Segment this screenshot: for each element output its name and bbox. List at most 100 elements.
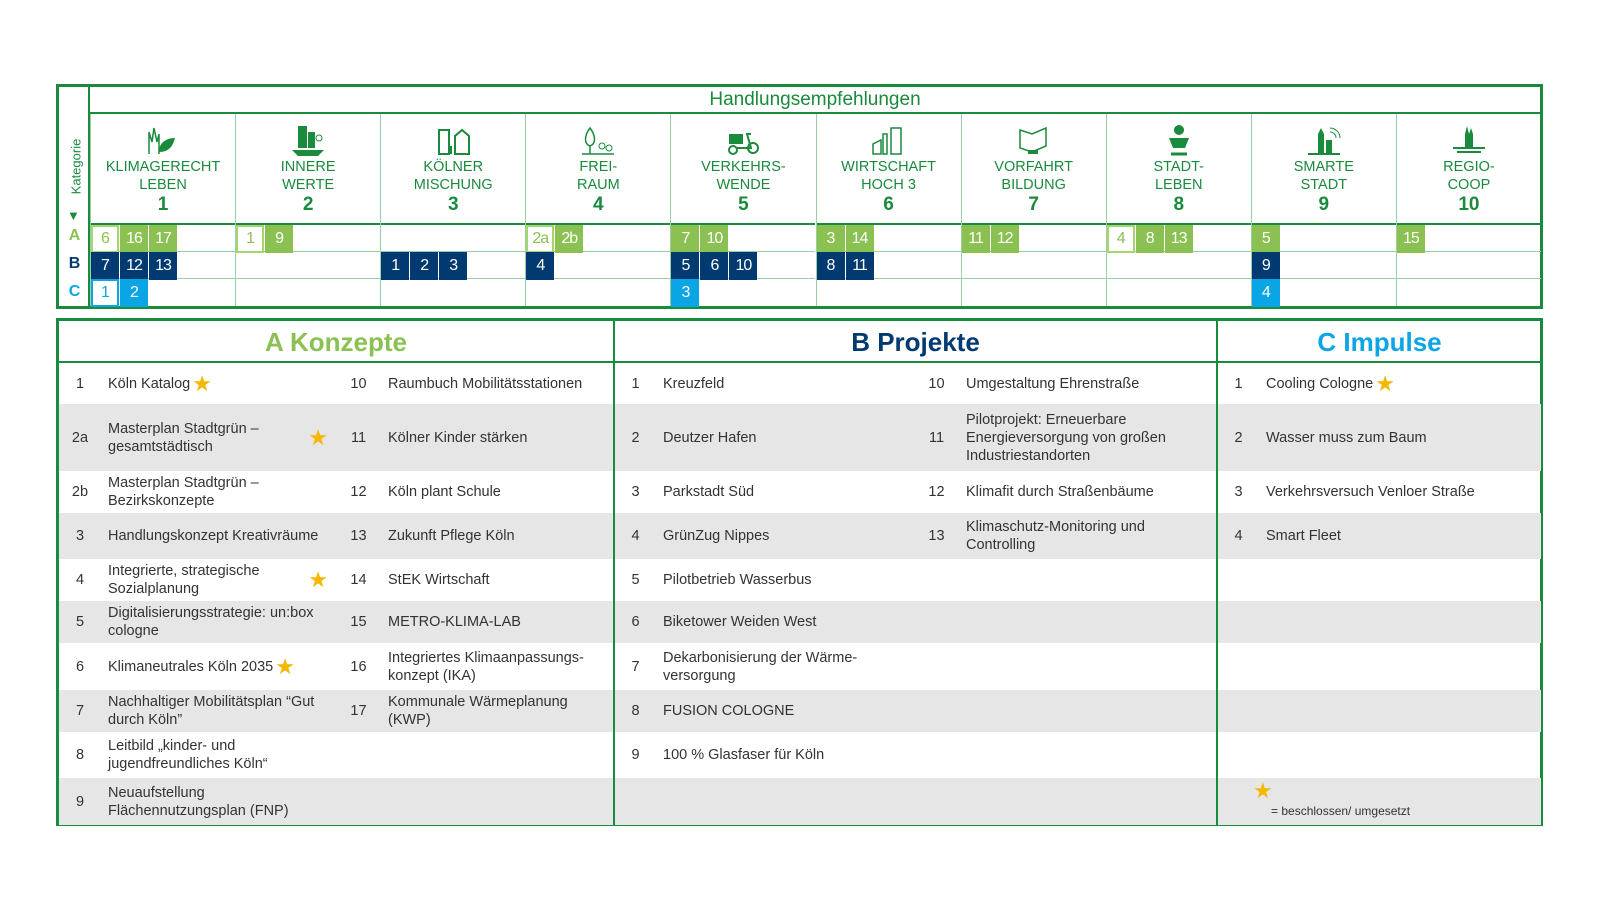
column-number: 10 <box>1458 194 1480 215</box>
measure-badge[interactable]: 9 <box>1251 252 1280 280</box>
measure-badge[interactable]: 4 <box>526 252 555 280</box>
measure-badge[interactable]: 6 <box>91 225 119 253</box>
star-icon: ★ <box>192 370 212 396</box>
row-label-b: B <box>68 255 81 272</box>
arrow-down-icon: ▼ <box>67 208 80 223</box>
column-title-line2: COOP <box>1447 177 1491 193</box>
list-item: Cooling Cologne ★ <box>1259 363 1541 404</box>
measure-badge[interactable]: 3 <box>439 252 468 280</box>
list-item: Parkstadt Süd <box>656 471 914 513</box>
action-matrix: Kategorie ▼ A B C Handlungsempfehlungen … <box>56 84 1543 309</box>
measure-badge[interactable]: 16 <box>120 225 148 253</box>
row-label-c: C <box>68 283 81 300</box>
matrix-row-a: 7 10 <box>671 225 816 253</box>
matrix-row-a: 2a 2b <box>526 225 671 253</box>
list-item: Klimaneutrales Köln 2035 ★ <box>101 643 336 690</box>
item-number: 4 <box>1216 513 1259 559</box>
item-number <box>914 559 959 601</box>
matrix-row-c: 3 <box>671 279 815 307</box>
measure-badge[interactable]: 8 <box>816 252 845 280</box>
item-number: 12 <box>350 484 367 500</box>
measure-badge[interactable]: 1 <box>236 225 265 253</box>
item-number <box>914 690 959 732</box>
item-number: 1 <box>613 363 656 404</box>
matrix-row-b <box>1106 252 1251 279</box>
measure-badge[interactable]: 7 <box>671 225 700 253</box>
matrix-row-b: 4 <box>526 252 671 280</box>
column-title-line1: WIRTSCHAFT <box>841 159 936 175</box>
section-title-c: C Impulse <box>1216 321 1541 363</box>
measure-badge[interactable]: 4 <box>1106 225 1135 253</box>
item-label: Klimaschutz-Monitoring und Controlling <box>966 519 1145 553</box>
list-item <box>656 778 914 825</box>
measure-badge[interactable]: 2b <box>555 225 584 253</box>
list-item: Raumbuch Mobilitätsstationen <box>381 363 613 404</box>
section-title-b: B Projekte <box>613 321 1216 363</box>
matrix-column-7: VORFAHRT BILDUNG 7 11 12 <box>960 114 1106 306</box>
item-label: Köln plant Schule <box>388 484 501 500</box>
measure-badge[interactable]: 12 <box>990 225 1019 253</box>
measure-badge[interactable]: 3 <box>671 279 700 307</box>
measure-badge[interactable]: 8 <box>1135 225 1164 253</box>
item-label: METRO-KLIMA-LAB <box>388 614 521 630</box>
list-item: Pilotprojekt: Erneuerbare Energieversorg… <box>959 404 1216 471</box>
measure-badge[interactable]: 9 <box>265 225 294 253</box>
item-number: 10 <box>928 375 945 392</box>
list-item: Integrierte, strategische Sozialplanung ★ <box>101 559 336 601</box>
item-label: Parkstadt Süd <box>663 484 755 500</box>
measure-badge[interactable]: 10 <box>700 225 729 253</box>
list-item: Integriertes Klimaanpassungs-konzept (IK… <box>381 643 613 690</box>
item-label: GrünZug Nippes <box>663 528 770 544</box>
matrix-row-c <box>526 279 670 306</box>
measure-badge[interactable]: 10 <box>729 252 758 280</box>
item-number: 9 <box>59 778 101 825</box>
item-label: Umgestaltung Ehrenstraße <box>966 375 1140 392</box>
item-label: Cooling Cologne <box>1266 375 1374 392</box>
column-title-line1: FREI- <box>579 159 618 175</box>
matrix-row-c <box>817 279 961 306</box>
item-label: Biketower Weiden West <box>663 614 817 630</box>
measure-badge[interactable]: 15 <box>1396 225 1425 253</box>
measure-badge[interactable]: 4 <box>1251 279 1280 307</box>
star-icon: ★ <box>1375 370 1395 396</box>
list-item <box>959 732 1216 778</box>
measure-badge[interactable]: 11 <box>845 252 874 280</box>
measure-badge[interactable]: 3 <box>816 225 845 253</box>
person-icon <box>1107 114 1251 158</box>
measure-badge[interactable]: 2 <box>410 252 439 280</box>
item-number: 12 <box>928 484 945 500</box>
measure-badge[interactable]: 7 <box>91 252 119 280</box>
list-item <box>959 601 1216 643</box>
matrix-row-c: 4 <box>1251 279 1396 307</box>
measure-badge[interactable]: 12 <box>120 252 148 280</box>
item-label: Smart Fleet <box>1266 528 1341 544</box>
list-item <box>381 732 613 778</box>
leaves-cathedral-icon <box>91 114 235 158</box>
item-number <box>336 732 381 778</box>
measure-badge[interactable]: 5 <box>1251 225 1280 253</box>
column-title-line1: SMARTE <box>1293 159 1354 175</box>
item-label: Köln Katalog <box>108 375 191 392</box>
measure-badge[interactable]: 17 <box>149 225 177 253</box>
column-header: INNERE WERTE 2 <box>236 114 381 225</box>
measure-badge[interactable]: 5 <box>671 252 700 280</box>
measure-badge[interactable]: 2a <box>526 225 555 253</box>
book-icon <box>962 114 1106 158</box>
star-icon: ★ <box>275 653 295 679</box>
item-number: 6 <box>613 601 656 643</box>
item-number: 3 <box>1216 471 1259 513</box>
list-item: StEK Wirtschaft <box>381 559 613 601</box>
item-number <box>914 778 959 825</box>
measure-badge[interactable]: 13 <box>149 252 177 280</box>
measure-badge[interactable]: 1 <box>381 252 410 280</box>
measure-badge[interactable]: 14 <box>845 225 874 253</box>
column-title-line1: REGIO- <box>1443 159 1495 175</box>
measure-badge[interactable]: 11 <box>961 225 990 253</box>
list-item: Masterplan Stadtgrün – Bezirkskonzepte <box>101 471 336 513</box>
measure-badge[interactable]: 1 <box>91 279 119 307</box>
measure-badge[interactable]: 2 <box>120 279 148 307</box>
measure-badge[interactable]: 6 <box>700 252 729 280</box>
measure-badge[interactable]: 13 <box>1164 225 1193 253</box>
item-label: Integriertes Klimaanpassungs-konzept (IK… <box>388 649 584 684</box>
